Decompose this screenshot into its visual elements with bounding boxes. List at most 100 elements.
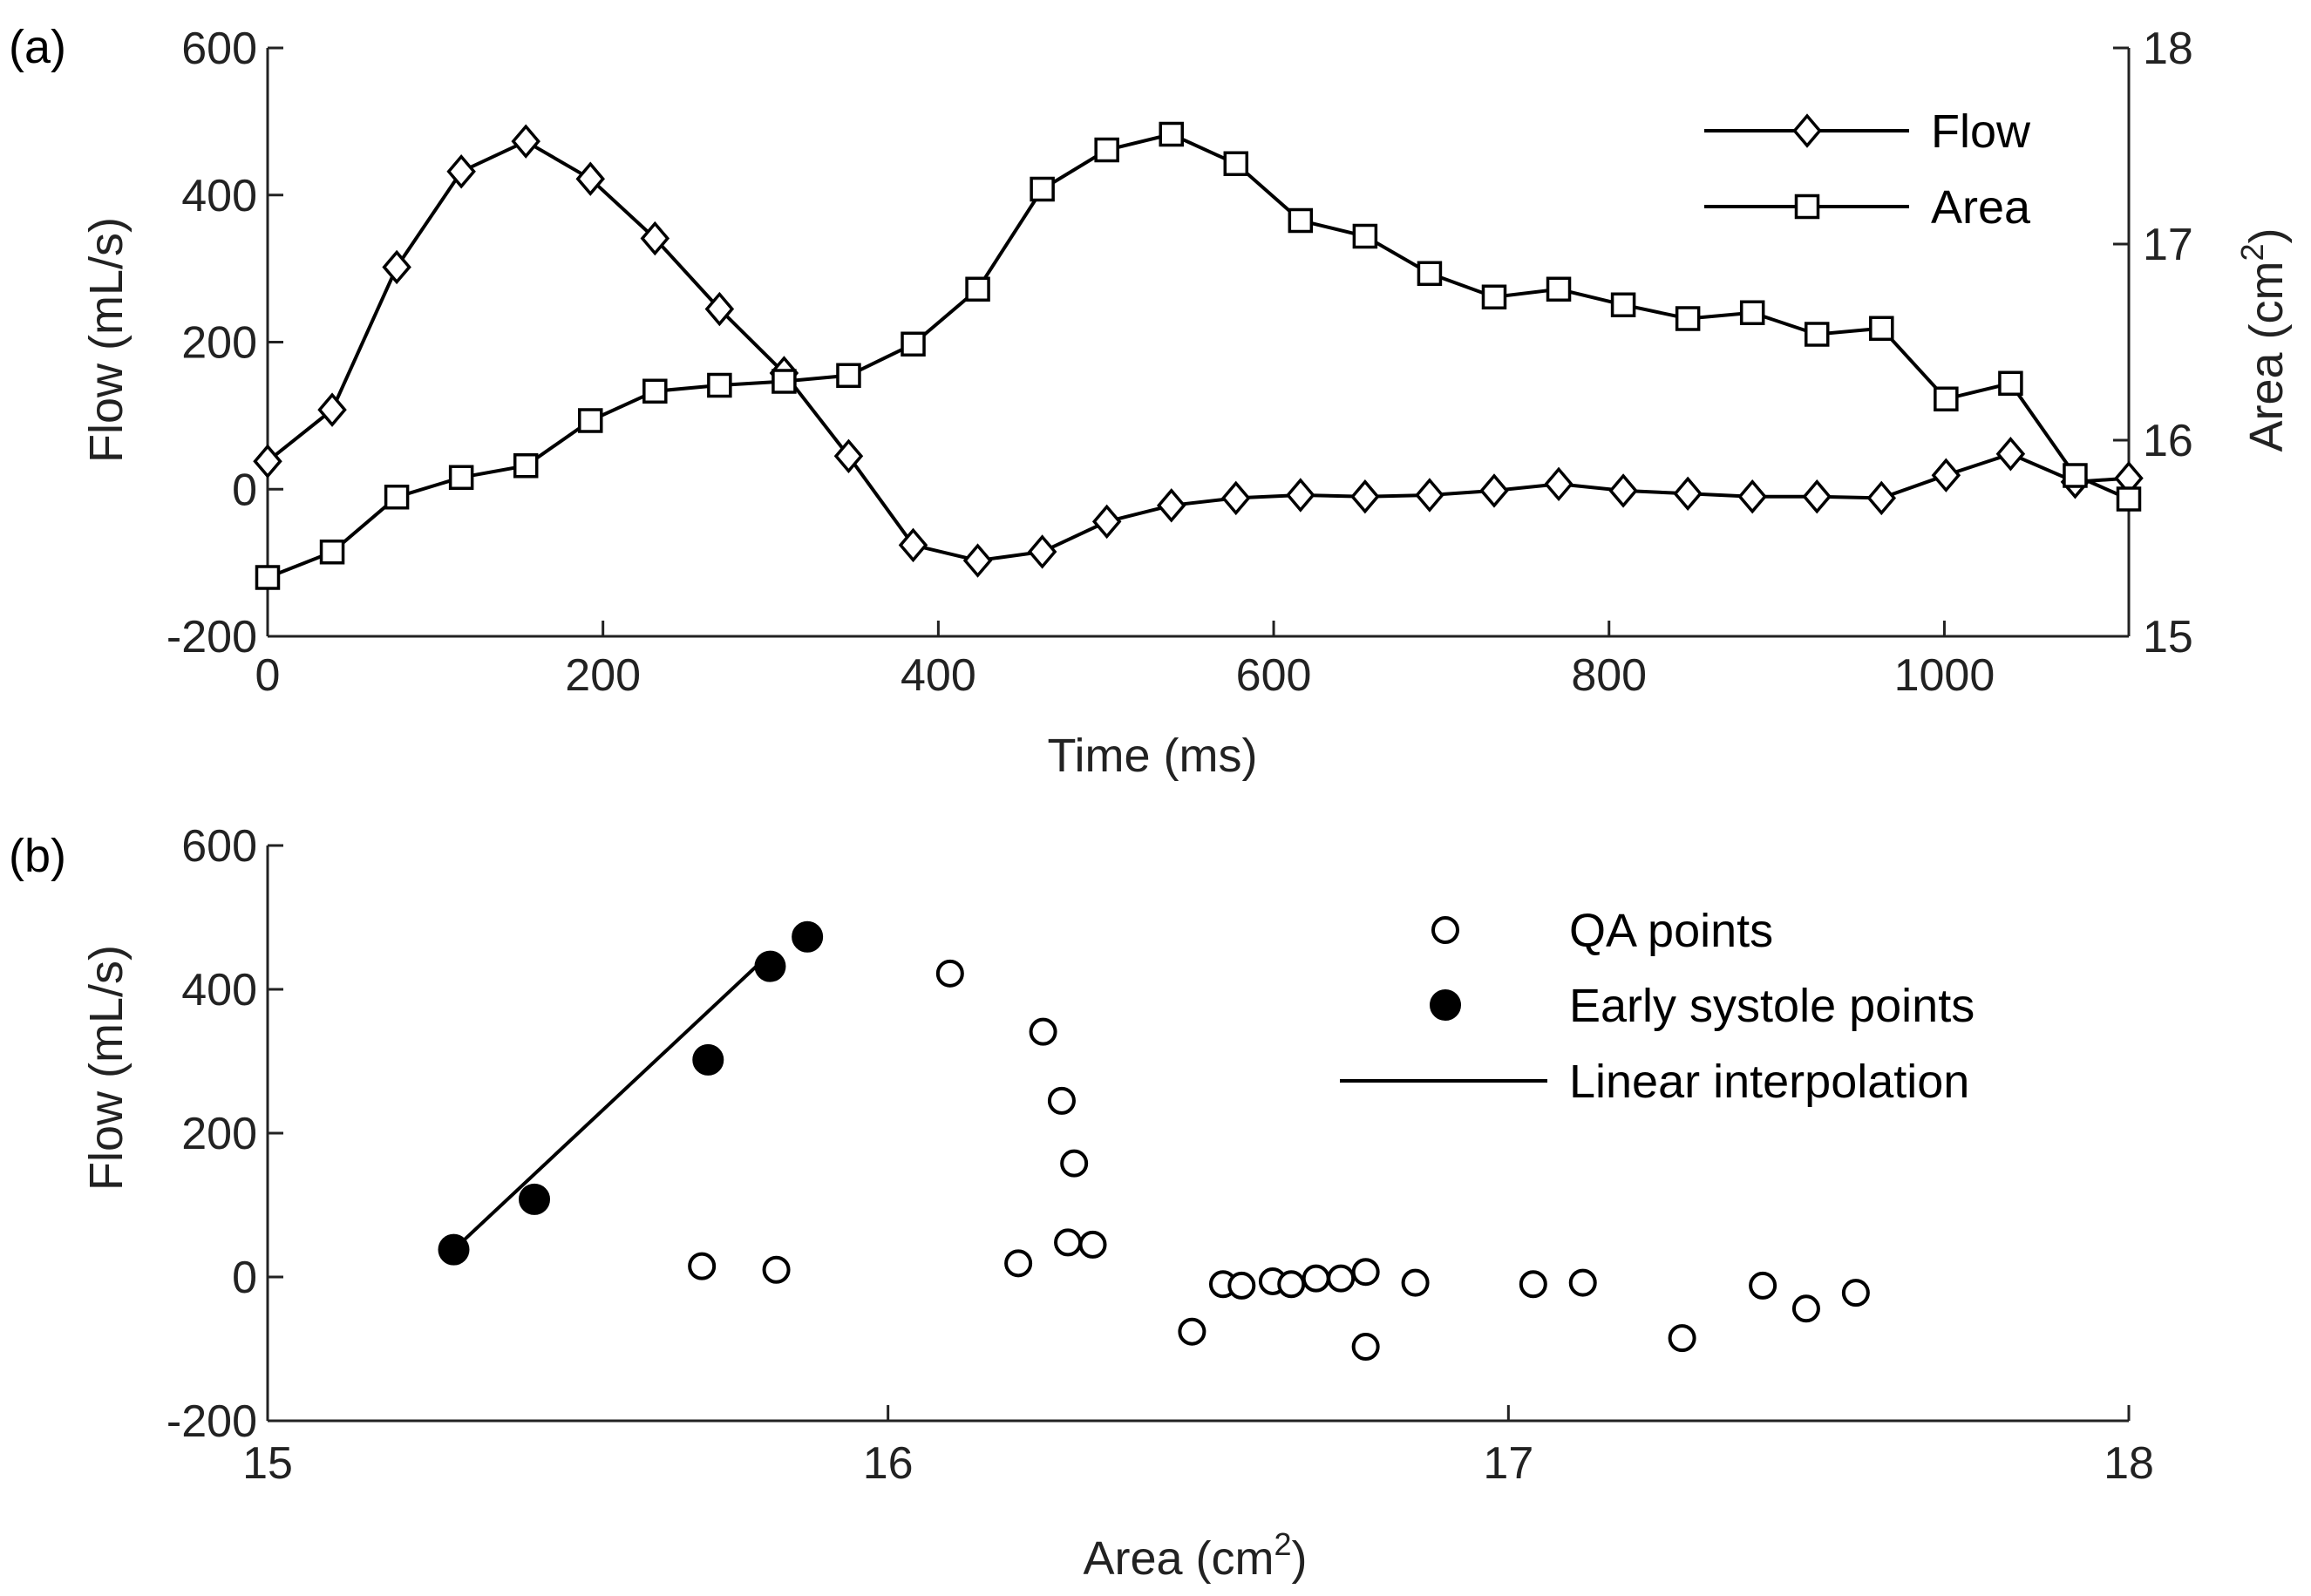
qa-point — [1060, 1149, 1089, 1178]
qa-point — [1078, 1230, 1107, 1259]
qa-point — [1791, 1294, 1820, 1323]
flow-point — [253, 444, 282, 479]
early-systole-point — [792, 920, 824, 953]
qa-point — [1749, 1271, 1777, 1300]
area-point — [1804, 322, 1830, 347]
flow-point — [1866, 480, 1897, 516]
series-area-line — [267, 132, 2130, 580]
area-point — [901, 331, 926, 357]
panel-b-y-tick-label: 0 — [232, 1253, 257, 1303]
panel-b-x-tick-label: 18 — [2104, 1438, 2154, 1489]
panel-b-x-label-end: ) — [1292, 1532, 1308, 1585]
qa-point — [1401, 1268, 1430, 1297]
qa-point — [1047, 1086, 1076, 1115]
panel-a-y2-label-sup: 2 — [2234, 243, 2270, 261]
flow-point — [1802, 479, 1832, 514]
area-point — [2063, 463, 2088, 488]
panel-a-y-tick-label: 0 — [232, 465, 257, 515]
flow-point — [575, 161, 606, 196]
qa-point — [1227, 1271, 1256, 1300]
flow-point — [1931, 458, 1961, 492]
area-point — [965, 276, 990, 302]
qa-point — [1668, 1324, 1696, 1353]
panel-b-series — [438, 920, 1870, 1362]
legend-marker-area — [1794, 194, 1820, 220]
panel-a-y-tick-label: 600 — [181, 24, 257, 74]
area-point — [771, 369, 797, 394]
qa-point — [1178, 1317, 1206, 1346]
area-point — [1094, 137, 1119, 163]
legend-marker-qa-points — [1431, 916, 1459, 944]
legend-label-early-systole-points: Early systole points — [1569, 980, 1975, 1032]
panel-a-y2-tick-label: 18 — [2143, 24, 2193, 74]
panel-a-y2-tick-label: 16 — [2143, 416, 2193, 466]
flow-point — [1286, 478, 1315, 513]
panel-a-y-tick-label: 400 — [181, 171, 257, 221]
qa-point — [1351, 1258, 1380, 1287]
panel-a-y2-label-main: Area (cm — [2240, 261, 2293, 452]
area-point — [255, 565, 281, 590]
area-point — [1417, 261, 1443, 286]
flow-point — [1221, 480, 1251, 516]
flow-point — [1156, 488, 1186, 523]
flow-point — [898, 527, 928, 563]
flow-point — [1995, 437, 2026, 472]
flow-point — [1350, 479, 1380, 514]
qa-point — [762, 1255, 791, 1284]
area-point — [1610, 292, 1636, 317]
flow-point — [962, 543, 993, 578]
area-point — [1675, 306, 1701, 331]
area-point — [1739, 300, 1765, 325]
legend-label-linear-interpolation: Linear interpolation — [1569, 1056, 1969, 1108]
area-point — [707, 372, 732, 398]
qa-point — [1004, 1249, 1033, 1278]
flow-point — [1479, 473, 1509, 508]
panel-a-x-tick-label: 400 — [901, 650, 976, 701]
area-point — [1934, 386, 1959, 411]
panel-a-x-tick-label: 0 — [255, 650, 281, 701]
panel-b-scatter: (b) 15 16 17 18 -200 0 200 400 600 QA points Earl… — [9, 821, 2154, 1585]
area-point — [1030, 176, 1055, 202]
panel-a-x-tick-label: 200 — [565, 650, 641, 701]
area-point — [836, 363, 861, 388]
area-point — [1869, 316, 1894, 341]
flow-point — [446, 154, 476, 189]
early-systole-point — [519, 1183, 551, 1215]
area-point — [1288, 207, 1314, 234]
panel-b-x-axis-label: Area (cm2) — [1083, 1526, 1307, 1585]
panel-b-x-tick-label: 17 — [1483, 1438, 1533, 1489]
flow-point — [1544, 466, 1574, 502]
panel-a-y2-tick-label: 15 — [2143, 612, 2193, 662]
qa-point — [935, 959, 964, 988]
flow-point — [511, 124, 540, 159]
qa-point — [1327, 1264, 1356, 1293]
panel-b-y-tick-label: -200 — [167, 1396, 257, 1447]
qa-point — [1351, 1333, 1380, 1362]
panel-a-y-tick-label: -200 — [167, 612, 257, 662]
qa-point — [1568, 1268, 1597, 1297]
area-point — [448, 465, 474, 490]
flow-point — [640, 221, 670, 256]
panel-b-y-tick-label: 600 — [181, 821, 257, 872]
area-point — [1159, 121, 1184, 147]
panel-b-y-tick-label: 200 — [181, 1109, 257, 1159]
panel-b-axes: 15 16 17 18 -200 0 200 400 600 — [167, 821, 2154, 1489]
legend-marker-early-systole-points — [1430, 989, 1461, 1021]
qa-point — [688, 1252, 717, 1280]
qa-point — [1519, 1270, 1547, 1299]
linear-interpolation-line — [452, 952, 771, 1252]
panel-a-y-tick-label: 200 — [181, 318, 257, 369]
area-point — [2116, 486, 2142, 512]
legend-marker-flow — [1792, 113, 1822, 148]
qa-point — [1302, 1264, 1330, 1293]
legend-label-flow: Flow — [1931, 105, 2031, 158]
flow-point — [1091, 504, 1122, 540]
flow-point — [317, 392, 347, 427]
panel-a-y2-label-end: ) — [2240, 228, 2293, 243]
panel-b-y-tick-label: 400 — [181, 965, 257, 1015]
area-point — [384, 485, 410, 510]
area-point — [1481, 284, 1507, 309]
panel-b-x-label-main: Area (cm — [1083, 1532, 1274, 1585]
area-point — [1223, 151, 1249, 176]
